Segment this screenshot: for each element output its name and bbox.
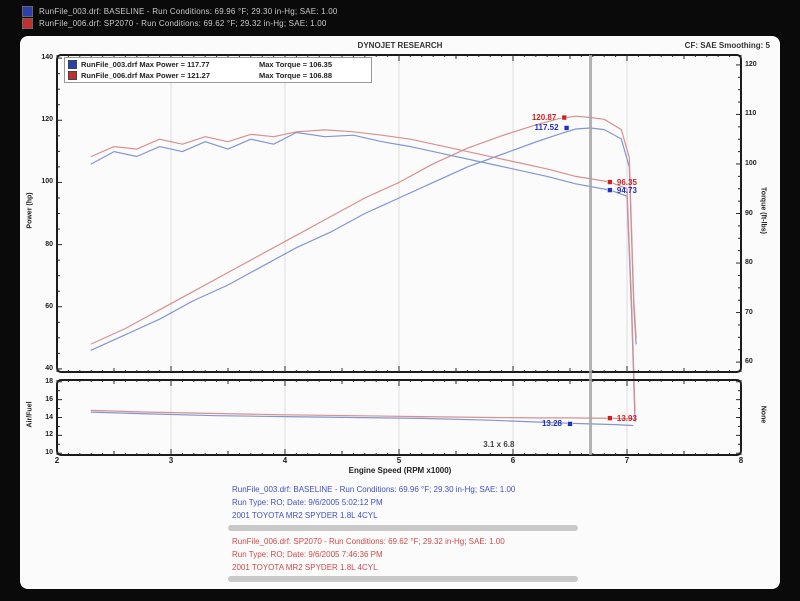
- chart-panel: [20, 36, 780, 589]
- run-file-legend-row: RunFile_003.drf: BASELINE - Run Conditio…: [22, 5, 338, 17]
- run-file-legend-row: RunFile_006.drf: SP2070 - Run Conditions…: [22, 17, 338, 29]
- run-color-swatch: [22, 17, 33, 29]
- run-file-legend: RunFile_003.drf: BASELINE - Run Conditio…: [22, 5, 338, 29]
- run-file-legend-text: RunFile_003.drf: BASELINE - Run Conditio…: [39, 6, 338, 16]
- cursor-line[interactable]: [589, 55, 593, 455]
- run-file-legend-text: RunFile_006.drf: SP2070 - Run Conditions…: [39, 18, 327, 28]
- run-color-swatch: [22, 5, 33, 17]
